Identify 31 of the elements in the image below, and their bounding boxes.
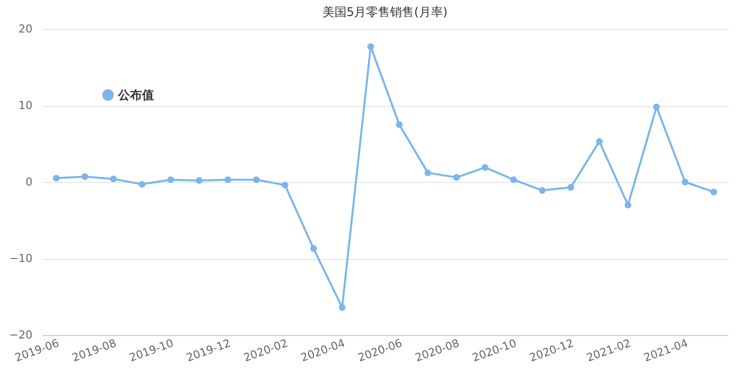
chart-title: 美国5月零售销售(月率) [322, 5, 448, 19]
y-tick-label: 0 [26, 176, 32, 188]
point [538, 187, 546, 194]
point [52, 174, 60, 182]
point [367, 43, 374, 50]
y-tick-label: 10 [18, 99, 32, 112]
point [196, 177, 203, 184]
legend-label: 公布值 [117, 88, 154, 102]
point [453, 174, 460, 181]
point [510, 176, 517, 184]
point [253, 176, 260, 184]
point [567, 184, 574, 191]
point [596, 138, 603, 145]
point [167, 176, 174, 184]
y-tick-label: −10 [9, 252, 32, 265]
point [653, 104, 660, 110]
point [282, 182, 288, 188]
point [624, 202, 632, 208]
y-tick-label: 20 [18, 22, 32, 36]
point [338, 304, 346, 311]
point [110, 176, 117, 182]
point [138, 180, 146, 188]
point [682, 178, 688, 186]
point [482, 164, 488, 171]
point [224, 176, 232, 184]
point [310, 245, 317, 252]
point [424, 169, 432, 176]
point [710, 188, 718, 196]
point [82, 173, 88, 180]
y-tick-label: −20 [9, 328, 32, 342]
point [396, 121, 403, 128]
